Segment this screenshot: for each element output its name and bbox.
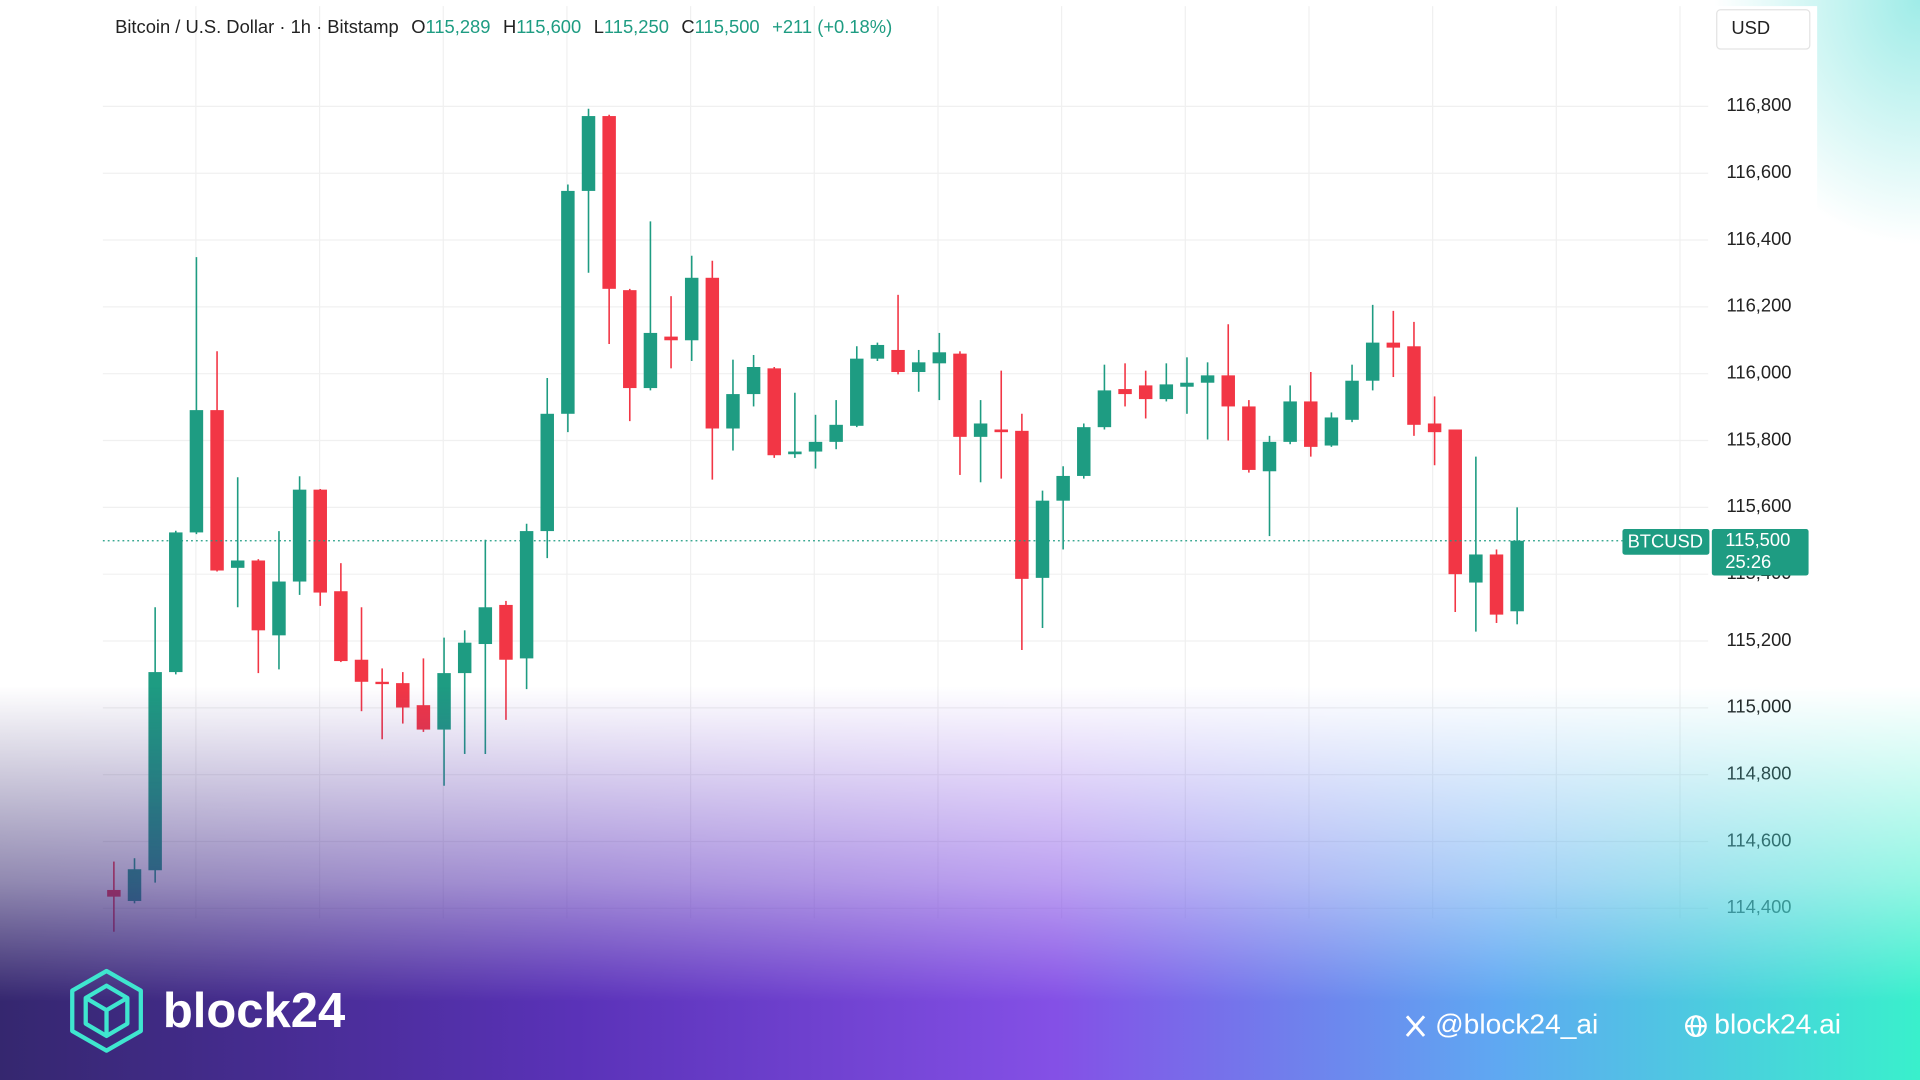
candle-body <box>850 358 864 426</box>
candle-body <box>911 362 926 373</box>
candle-body <box>1242 406 1256 470</box>
candle-body <box>313 489 327 593</box>
globe-icon <box>1685 1015 1707 1038</box>
candle-body <box>623 290 637 389</box>
candle-body <box>1118 389 1132 395</box>
candle-body <box>1200 375 1215 383</box>
candle-body <box>499 604 513 660</box>
candle-body <box>973 423 988 437</box>
candle-body <box>953 353 967 437</box>
candle-body <box>1365 342 1380 381</box>
candle-body <box>1345 380 1359 420</box>
candle-body <box>788 451 802 455</box>
candle-body <box>1469 554 1483 583</box>
candle-body <box>292 489 307 582</box>
chart-header: Bitcoin / U.S. Dollar · 1h · Bitstamp O1… <box>115 16 892 37</box>
candle-body <box>1035 500 1050 578</box>
brand-name: block24 <box>163 984 345 1038</box>
candle-body <box>1180 382 1194 387</box>
candle-body <box>891 349 905 373</box>
candle-body <box>808 441 823 452</box>
ohlc-value: 115,289 <box>425 16 490 37</box>
candle-body <box>602 116 616 289</box>
candle-body <box>870 344 885 359</box>
candle-body <box>643 332 658 389</box>
candle-body <box>519 531 534 659</box>
candle-body <box>561 190 575 414</box>
candle-body <box>1427 423 1442 433</box>
candle-body <box>994 429 1008 433</box>
candle-body <box>1448 429 1462 575</box>
y-tick-label: 115,200 <box>1727 629 1792 650</box>
candle-body <box>932 352 947 364</box>
candle-body <box>1097 390 1112 428</box>
ohlc-value: 115,600 <box>516 16 581 37</box>
candle-body <box>272 581 286 636</box>
symbol-tag: BTCUSD <box>1628 530 1703 551</box>
candle-body <box>1159 384 1174 400</box>
ohlc-key: L <box>594 16 604 37</box>
y-tick-label: 116,800 <box>1727 94 1792 115</box>
candle-body <box>684 277 699 341</box>
candle-body <box>1386 342 1401 348</box>
brand-logo <box>70 968 143 1053</box>
candle-body <box>1489 554 1504 615</box>
candle-body <box>210 410 224 571</box>
y-tick-label: 115,800 <box>1727 428 1792 449</box>
candle-body <box>478 607 493 645</box>
candle-body <box>230 560 245 568</box>
price-tag-bg <box>1711 528 1809 576</box>
y-tick-label: 116,400 <box>1727 228 1792 249</box>
countdown: 25:26 <box>1725 551 1771 572</box>
candle-body <box>664 336 678 341</box>
symbol-tag-bg <box>1622 528 1710 555</box>
ohlc-key: C <box>681 16 694 37</box>
candle-body <box>169 532 183 673</box>
candle-body <box>1510 540 1524 612</box>
candle-body <box>1221 375 1235 407</box>
y-tick-label: 116,600 <box>1727 161 1792 182</box>
candle-body <box>1324 417 1339 446</box>
candle-body <box>189 410 204 533</box>
candle-body <box>375 681 389 685</box>
twitter-handle[interactable]: @block24_ai <box>1435 1009 1598 1040</box>
candle-body <box>334 591 348 662</box>
candle-body <box>1304 401 1318 447</box>
change: +211 (+0.18%) <box>772 16 892 37</box>
candle-body <box>705 277 720 429</box>
currency[interactable]: USD <box>1731 17 1770 38</box>
candle-body <box>1138 385 1153 400</box>
candle-body <box>1262 441 1277 472</box>
candle-body <box>354 659 369 682</box>
y-tick-label: 115,600 <box>1727 495 1792 516</box>
candle-body <box>1407 346 1421 425</box>
candle-body <box>457 642 472 674</box>
website[interactable]: block24.ai <box>1714 1009 1841 1040</box>
candle-body <box>726 394 740 429</box>
price-tag: BTCUSD 115,500 25:26 <box>1622 528 1809 576</box>
candle-body <box>1283 401 1297 442</box>
x-icon <box>1405 1015 1426 1037</box>
last-price: 115,500 <box>1725 529 1790 550</box>
candle-body <box>746 367 761 395</box>
candle-body <box>540 413 554 532</box>
ohlc-value: 115,500 <box>695 16 760 37</box>
candle-body <box>767 368 781 456</box>
ohlc-value: 115,250 <box>604 16 669 37</box>
y-tick-label: 116,200 <box>1727 295 1792 316</box>
ohlc-key: O <box>411 16 425 37</box>
candle-body <box>1015 430 1029 579</box>
candle-body <box>829 424 843 442</box>
y-tick-label: 116,000 <box>1727 362 1792 383</box>
brand-gradient <box>0 685 1920 1080</box>
candle-body <box>1077 427 1091 476</box>
currency-button[interactable] <box>1716 9 1811 50</box>
symbol-title: Bitcoin / U.S. Dollar · 1h · Bitstamp <box>115 16 399 37</box>
candle-body <box>251 560 266 631</box>
candle-body <box>1056 475 1070 501</box>
candle-body <box>581 116 596 191</box>
ohlc-key: H <box>503 16 516 37</box>
